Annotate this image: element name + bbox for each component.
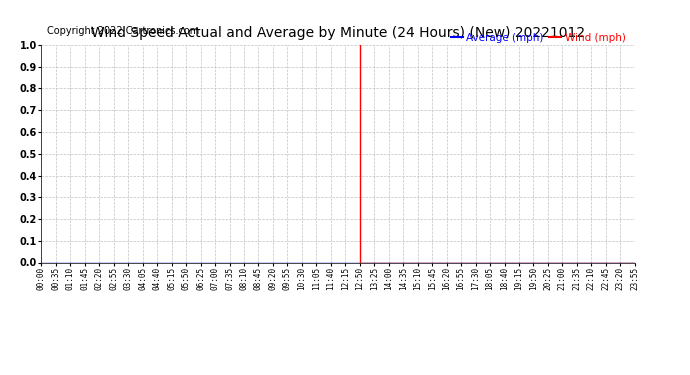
Title: Wind Speed Actual and Average by Minute (24 Hours) (New) 20221012: Wind Speed Actual and Average by Minute … (91, 26, 585, 40)
Text: Copyright 2022 Cartronics.com: Copyright 2022 Cartronics.com (48, 26, 199, 36)
Legend: Average (mph), Wind (mph): Average (mph), Wind (mph) (446, 28, 629, 47)
